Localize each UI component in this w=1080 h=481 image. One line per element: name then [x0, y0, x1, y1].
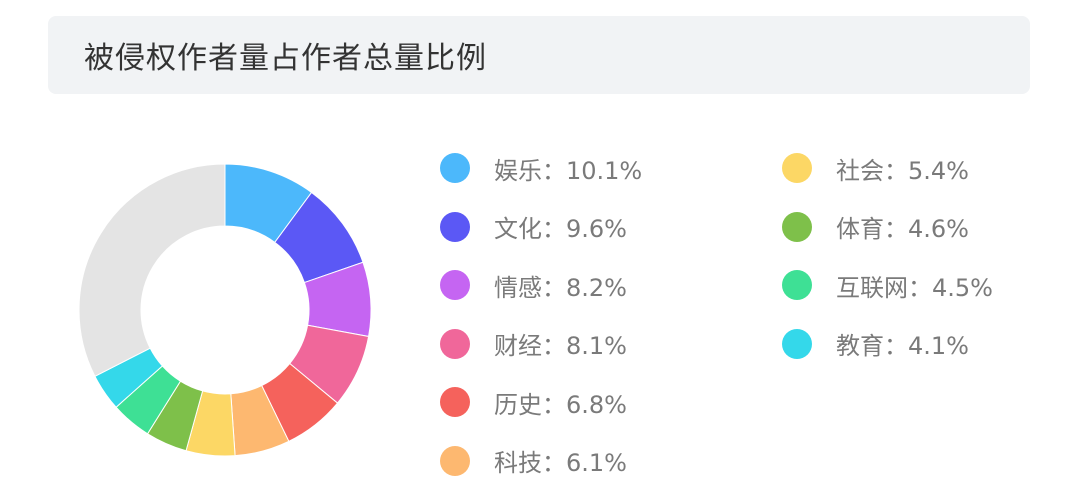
legend-label: 娱乐：10.1% [494, 156, 643, 185]
legend-item: 历史：6.8% [440, 382, 627, 422]
legend-label: 财经：8.1% [494, 332, 627, 360]
legend-label: 文化：9.6% [494, 215, 627, 243]
legend-item: 娱乐：10.1% [440, 148, 642, 188]
legend-swatch [440, 387, 470, 417]
legend-swatch [782, 211, 812, 242]
legend-label: 教育：4.1% [836, 332, 969, 360]
legend-label: 情感：8.2% [494, 273, 627, 302]
legend-swatch [440, 153, 470, 183]
legend-label: 体育：4.6% [836, 215, 969, 243]
pie-slice-remainder [78, 163, 226, 377]
legend-label: 互联网：4.5% [836, 273, 993, 302]
legend-item: 科技：6.1% [440, 441, 627, 481]
legend-swatch [440, 445, 470, 476]
title-bar: 被侵权作者量占作者总量比例 [48, 16, 1030, 94]
legend-item: 教育：4.1% [782, 324, 969, 364]
legend-swatch [782, 270, 812, 300]
legend-label: 社会：5.4% [836, 156, 969, 185]
legend-item: 文化：9.6% [440, 207, 627, 247]
legend-swatch [440, 211, 470, 242]
chart-title: 被侵权作者量占作者总量比例 [84, 41, 487, 76]
legend-item: 社会：5.4% [782, 148, 969, 188]
legend-item: 互联网：4.5% [782, 265, 993, 305]
legend-swatch [782, 328, 812, 359]
legend-swatch [440, 328, 470, 359]
legend-label: 科技：6.1% [494, 449, 627, 477]
legend-item: 情感：8.2% [440, 265, 627, 305]
legend-item: 财经：8.1% [440, 324, 627, 364]
donut-chart [78, 163, 372, 457]
legend-label: 历史：6.8% [494, 390, 627, 419]
legend-item: 体育：4.6% [782, 207, 969, 247]
legend-swatch [440, 270, 470, 300]
legend-swatch [782, 153, 812, 183]
